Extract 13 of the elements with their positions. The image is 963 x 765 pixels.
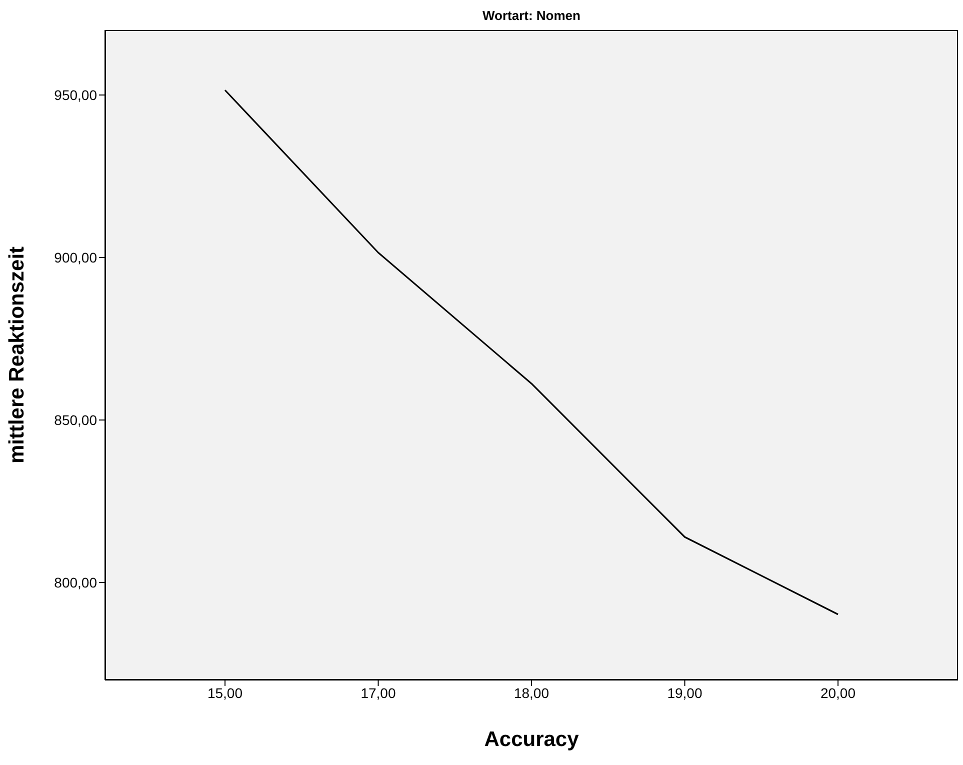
y-tick-label: 950,00: [54, 86, 98, 103]
x-tick-label: 17,00: [360, 684, 396, 701]
x-tick-label: 15,00: [207, 684, 243, 701]
chart-title: Wortart: Nomen: [482, 8, 582, 23]
y-axis-title: mittlere Reaktionszeit: [5, 246, 28, 464]
x-axis-title: Accuracy: [484, 728, 580, 751]
y-tick-label: 800,00: [54, 574, 98, 590]
x-tick-label: 18,00: [514, 684, 550, 701]
x-tick-label: 19,00: [667, 684, 702, 701]
line-series: [224, 89, 839, 616]
y-tick-label: 850,00: [54, 412, 98, 428]
x-tick-label: 20,00: [820, 684, 856, 701]
y-tick-label: 900,00: [54, 249, 98, 266]
